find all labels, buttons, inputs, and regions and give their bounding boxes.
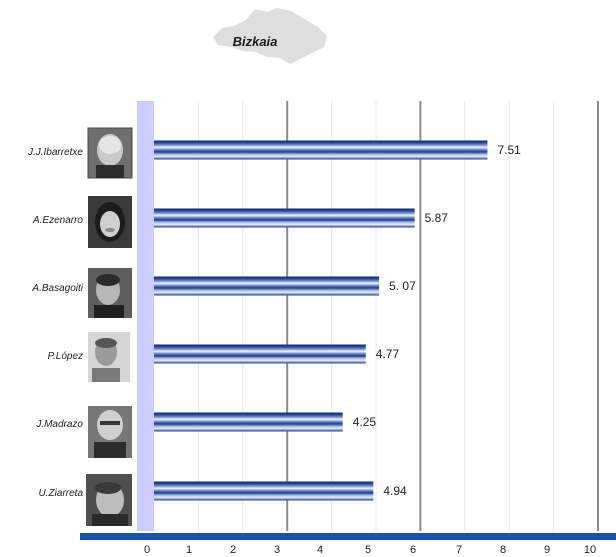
category-label: A.Ezenarro: [32, 215, 83, 226]
region-map-icon: [213, 8, 327, 64]
x-tick-label: 4: [317, 544, 323, 556]
value-label: 5.87: [425, 211, 449, 225]
bar: [154, 344, 366, 364]
portrait-ibarretxe: [87, 127, 133, 179]
bars: [154, 140, 488, 501]
bar: [154, 208, 415, 228]
x-tick-label: 8: [500, 544, 506, 556]
category-label: J.J.Ibarretxe: [27, 147, 83, 158]
bar: [154, 140, 488, 160]
x-tick-label: 10: [584, 544, 596, 556]
region-header: Bizkaia: [213, 8, 327, 64]
x-tick-label: 3: [274, 544, 280, 556]
portrait-madrazo: [88, 406, 132, 458]
x-tick-label: 5: [365, 544, 371, 556]
value-label: 4.94: [383, 484, 407, 498]
x-axis-bar: [80, 533, 616, 540]
category-label: A.Basagoiti: [31, 283, 83, 294]
x-tick-label: 7: [456, 544, 462, 556]
x-tick-label: 2: [230, 544, 236, 556]
x-tick-label: 6: [410, 544, 416, 556]
gridlines: [197, 101, 599, 531]
x-tick-label: 1: [186, 544, 192, 556]
value-labels: 7.51 5.87 5. 07 4.77 4.25 4.94: [353, 143, 521, 498]
category-label: U.Ziarreta: [39, 488, 84, 499]
bar: [154, 276, 380, 296]
value-label: 4.25: [353, 415, 377, 429]
portrait-basagoiti: [88, 268, 132, 318]
x-axis-ticks: 0 1 2 3 4 5 6 7 8 9 10: [144, 544, 596, 556]
axis-band: [137, 101, 154, 531]
portrait-lopez: [88, 332, 130, 382]
value-label: 4.77: [376, 347, 400, 361]
bar: [154, 481, 374, 501]
category-labels: J.J.Ibarretxe A.Ezenarro A.Basagoiti P.Lópe…: [27, 147, 84, 499]
category-label: P.López: [48, 351, 83, 362]
value-label: 7.51: [497, 143, 521, 157]
region-title: Bizkaia: [233, 34, 278, 49]
x-tick-label: 9: [544, 544, 550, 556]
portrait-ezenarro: [88, 196, 132, 248]
portrait-ziarreta: [86, 474, 132, 526]
x-tick-label: 0: [144, 544, 150, 556]
category-label: J.Madrazo: [35, 419, 83, 430]
portraits: [86, 127, 133, 526]
value-label: 5. 07: [389, 279, 416, 293]
bar: [154, 412, 343, 432]
